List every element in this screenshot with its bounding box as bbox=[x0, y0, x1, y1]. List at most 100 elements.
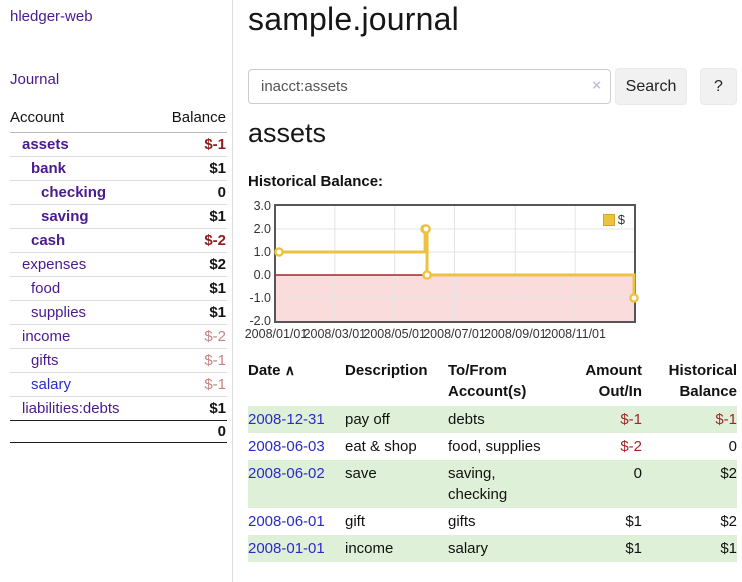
cell-amount: $-2 bbox=[620, 438, 642, 455]
cell-description: income bbox=[345, 540, 394, 557]
account-link-assets[interactable]: assets bbox=[22, 136, 69, 153]
account-link-income[interactable]: income bbox=[22, 328, 71, 345]
header-tofrom-accounts: To/From Account(s) bbox=[448, 362, 527, 400]
account-balance: 0 bbox=[217, 184, 226, 201]
y-tick-label: 2.0 bbox=[253, 222, 271, 236]
account-balance: $-1 bbox=[204, 352, 226, 369]
cell-accounts: food, supplies bbox=[448, 438, 541, 455]
account-link-food[interactable]: food bbox=[31, 280, 61, 297]
accounts-header-balance: Balance bbox=[171, 109, 226, 126]
cell-accounts: gifts bbox=[448, 513, 476, 530]
data-point bbox=[629, 293, 639, 303]
y-tick-label: 0.0 bbox=[253, 268, 271, 282]
account-balance: $-1 bbox=[204, 136, 226, 153]
legend-series-label: $ bbox=[617, 212, 625, 227]
header-date-label: Date bbox=[248, 362, 281, 379]
cell-amount: $1 bbox=[625, 513, 642, 530]
transaction-date-link[interactable]: 2008-06-02 bbox=[248, 465, 325, 482]
help-button[interactable]: ? bbox=[700, 68, 737, 105]
transaction-row[interactable]: 2008-06-02 save saving, checking 0 $2 bbox=[248, 460, 737, 508]
cell-amount: 0 bbox=[633, 465, 642, 482]
transaction-row[interactable]: 2008-06-01 gift gifts $1 $2 bbox=[248, 508, 737, 535]
brand-link[interactable]: hledger-web bbox=[10, 8, 93, 25]
account-row-saving: saving $1 bbox=[10, 205, 227, 229]
account-link-expenses[interactable]: expenses bbox=[22, 256, 87, 273]
cell-date: 2008-06-01 bbox=[248, 508, 345, 535]
transaction-date-link[interactable]: 2008-01-01 bbox=[248, 540, 325, 557]
account-link-gifts[interactable]: gifts bbox=[31, 352, 59, 369]
cell-balance: 0 bbox=[728, 438, 737, 455]
search-input[interactable] bbox=[248, 69, 611, 104]
account-balance: $1 bbox=[209, 160, 226, 177]
accounts-table: Account Balance assets $-1 bank $1 checking 0… bbox=[10, 106, 227, 443]
account-row-food: food $1 bbox=[10, 277, 227, 301]
x-tick-label: 2008/11/01 bbox=[544, 327, 606, 341]
accounts-header-account: Account bbox=[10, 109, 65, 126]
clear-search-icon[interactable]: × bbox=[592, 77, 601, 94]
y-tick-label: 1.0 bbox=[253, 245, 271, 259]
y-tick-label: -1.0 bbox=[249, 291, 271, 305]
search-bar: × Search ? bbox=[248, 68, 737, 105]
account-link-cash[interactable]: cash bbox=[31, 232, 66, 249]
register-table-header: Date ∧ Description To/From Account(s) Am… bbox=[248, 352, 737, 406]
y-tick-label: -2.0 bbox=[249, 314, 271, 328]
cell-date: 2008-06-03 bbox=[248, 433, 345, 460]
cell-description: save bbox=[345, 465, 377, 482]
accounts-table-header: Account Balance bbox=[10, 106, 227, 133]
account-row-cash: cash $-2 bbox=[10, 229, 227, 253]
cell-description: gift bbox=[345, 513, 366, 530]
account-row-assets: assets $-1 bbox=[10, 133, 227, 157]
data-point bbox=[274, 247, 284, 257]
account-row-supplies: supplies $1 bbox=[10, 301, 227, 325]
x-tick-label: 2008/01/01 bbox=[244, 327, 308, 341]
page-title: sample.journal bbox=[248, 1, 459, 37]
transaction-date-link[interactable]: 2008-06-01 bbox=[248, 513, 325, 530]
cell-description: pay off bbox=[345, 411, 390, 428]
transaction-date-link[interactable]: 2008-12-31 bbox=[248, 411, 325, 428]
cell-balance: $1 bbox=[720, 540, 737, 557]
sidebar-item-journal[interactable]: Journal bbox=[10, 71, 60, 88]
account-link-saving[interactable]: saving bbox=[41, 208, 89, 225]
header-amount-outin: Amount Out/In bbox=[585, 362, 642, 400]
main-content: sample.journal × Search ? assets Histori… bbox=[245, 0, 737, 582]
account-heading: assets bbox=[248, 118, 327, 148]
cell-description: eat & shop bbox=[345, 438, 417, 455]
transaction-row[interactable]: 2008-06-03 eat & shop food, supplies $-2 0 bbox=[248, 433, 737, 460]
account-row-bank: bank $1 bbox=[10, 157, 227, 181]
accounts-total-row: 0 bbox=[10, 420, 227, 443]
account-row-liabilities-debts: liabilities:debts $1 bbox=[10, 397, 227, 421]
account-balance: $-2 bbox=[204, 328, 226, 345]
cell-date: 2008-01-01 bbox=[248, 535, 345, 562]
account-link-liabilities-debts[interactable]: liabilities:debts bbox=[22, 400, 120, 417]
account-row-checking: checking 0 bbox=[10, 181, 227, 205]
account-balance: $2 bbox=[209, 256, 226, 273]
account-link-salary[interactable]: salary bbox=[31, 376, 72, 393]
transaction-row[interactable]: 2008-01-01 income salary $1 $1 bbox=[248, 535, 737, 562]
account-link-bank[interactable]: bank bbox=[31, 160, 67, 177]
account-link-supplies[interactable]: supplies bbox=[31, 304, 87, 321]
account-balance: $1 bbox=[209, 280, 226, 297]
chart-plot-area[interactable]: $ bbox=[274, 204, 639, 323]
cell-amount: $1 bbox=[625, 540, 642, 557]
account-balance: $1 bbox=[209, 304, 226, 321]
data-point bbox=[422, 270, 432, 280]
header-historical-balance: Historical Balance bbox=[668, 362, 737, 400]
x-tick-label: 2008/05/01 bbox=[363, 327, 426, 341]
cell-balance: $2 bbox=[720, 513, 737, 530]
cell-date: 2008-12-31 bbox=[248, 406, 345, 433]
header-date[interactable]: Date ∧ bbox=[248, 360, 345, 402]
cell-balance: $2 bbox=[720, 465, 737, 482]
header-description: Description bbox=[345, 362, 428, 379]
account-row-income: income $-2 bbox=[10, 325, 227, 349]
cell-amount: $-1 bbox=[620, 411, 642, 428]
account-link-checking[interactable]: checking bbox=[41, 184, 107, 201]
transaction-date-link[interactable]: 2008-06-03 bbox=[248, 438, 325, 455]
transaction-row[interactable]: 2008-12-31 pay off debts $-1 $-1 bbox=[248, 406, 737, 433]
legend-series-swatch bbox=[602, 213, 615, 226]
cell-accounts: debts bbox=[448, 411, 485, 428]
x-tick-label: 2008/03/01 bbox=[303, 327, 367, 341]
search-button[interactable]: Search bbox=[615, 68, 687, 105]
search-box: × bbox=[248, 69, 611, 104]
register-table: Date ∧ Description To/From Account(s) Am… bbox=[248, 352, 737, 562]
